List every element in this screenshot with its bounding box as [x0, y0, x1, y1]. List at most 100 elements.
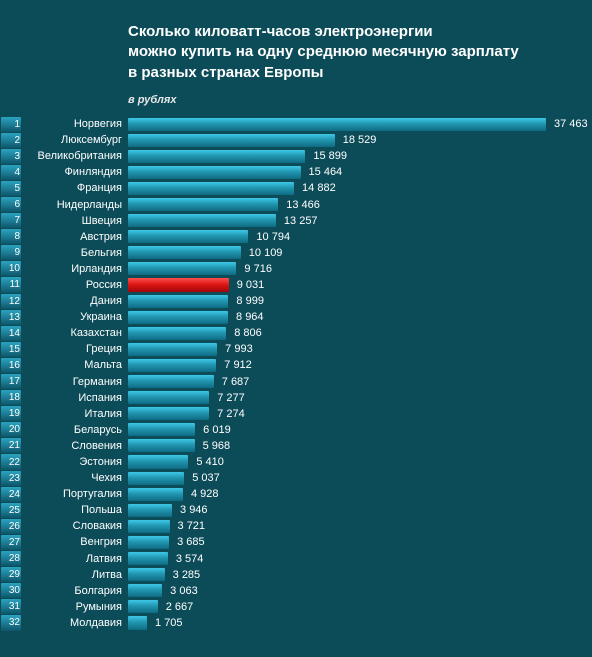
bar-cell: 2 667	[128, 599, 592, 615]
bar	[128, 166, 301, 179]
country-label: Словакия	[22, 520, 128, 532]
rank-label: 11	[0, 277, 20, 293]
country-label: Литва	[22, 569, 128, 581]
rank-label: 20	[0, 422, 20, 438]
rank-label: 32	[0, 615, 20, 631]
bar	[128, 198, 278, 211]
value-label: 8 999	[236, 293, 264, 309]
chart-row: 12Дания8 999	[0, 293, 592, 309]
bar	[128, 230, 248, 243]
chart-row: 11Россия9 031	[0, 277, 592, 293]
bar-cell: 7 687	[128, 374, 592, 390]
chart-row: 6Нидерланды13 466	[0, 196, 592, 212]
chart-row: 27Венгрия3 685	[0, 534, 592, 550]
chart-row: 25Польша3 946	[0, 502, 592, 518]
chart-row: 21Словения5 968	[0, 438, 592, 454]
value-label: 1 705	[155, 615, 183, 631]
rank-label: 9	[0, 245, 20, 261]
value-label: 5 410	[196, 454, 224, 470]
value-label: 10 794	[256, 229, 290, 245]
country-label: Украина	[22, 311, 128, 323]
chart-row: 8Австрия10 794	[0, 229, 592, 245]
chart-row: 20Беларусь 6 019	[0, 422, 592, 438]
country-label: Финляндия	[22, 166, 128, 178]
value-label: 18 529	[343, 132, 377, 148]
chart-row: 15Греция7 993	[0, 341, 592, 357]
bar-cell: 14 882	[128, 180, 592, 196]
value-label: 13 466	[286, 196, 320, 212]
value-label: 3 574	[176, 551, 204, 567]
value-label: 7 277	[217, 390, 245, 406]
country-label: Латвия	[22, 553, 128, 565]
country-label: Словения	[22, 440, 128, 452]
value-label: 8 806	[234, 325, 262, 341]
bar-cell: 8 964	[128, 309, 592, 325]
value-label: 7 274	[217, 406, 245, 422]
bar	[128, 327, 226, 340]
rank-cell: 4	[0, 164, 22, 180]
value-label: 5 968	[203, 438, 231, 454]
bar-cell: 7 912	[128, 357, 592, 373]
bar-cell: 3 063	[128, 583, 592, 599]
bar	[128, 552, 168, 565]
rank-label: 14	[0, 325, 20, 341]
rank-cell: 1	[0, 116, 22, 132]
rank-cell: 26	[0, 518, 22, 534]
country-label: Россия	[22, 279, 128, 291]
chart-row: 2Люксембург18 529	[0, 132, 592, 148]
value-label: 9 716	[244, 261, 272, 277]
rank-label: 4	[0, 164, 20, 180]
bar-chart: 1Норвегия37 4632Люксембург18 5293Великоб…	[0, 116, 592, 631]
bar-cell: 10 109	[128, 245, 592, 261]
bar-highlight	[128, 278, 229, 291]
bar	[128, 600, 158, 613]
value-label: 2 667	[166, 599, 194, 615]
rank-cell: 14	[0, 325, 22, 341]
rank-label: 29	[0, 567, 20, 583]
value-label: 3 685	[177, 534, 205, 550]
rank-label: 1	[0, 116, 20, 132]
rank-label: 24	[0, 486, 20, 502]
bar-cell: 10 794	[128, 229, 592, 245]
title-line-2: можно купить на одну среднюю месячную за…	[128, 43, 519, 60]
bar-cell: 18 529	[128, 132, 592, 148]
rank-cell: 13	[0, 309, 22, 325]
country-label: Испания	[22, 392, 128, 404]
value-label: 3 285	[173, 567, 201, 583]
rank-label: 10	[0, 261, 20, 277]
title-line-3: в разных странах Европы	[128, 64, 323, 81]
country-label: Швеция	[22, 215, 128, 227]
country-label: Германия	[22, 376, 128, 388]
chart-row: 10Ирландия9 716	[0, 261, 592, 277]
rank-label: 26	[0, 518, 20, 534]
rank-cell: 20	[0, 422, 22, 438]
chart-row: 9Бельгия10 109	[0, 245, 592, 261]
value-label: 13 257	[284, 213, 318, 229]
bar	[128, 118, 546, 131]
value-label: 7 993	[225, 341, 253, 357]
rank-label: 8	[0, 229, 20, 245]
country-label: Италия	[22, 408, 128, 420]
bar-cell: 5 968	[128, 438, 592, 454]
bar-cell: 5 410	[128, 454, 592, 470]
bar	[128, 407, 209, 420]
country-label: Беларусь	[22, 424, 128, 436]
rank-label: 3	[0, 148, 20, 164]
chart-row: 1Норвегия37 463	[0, 116, 592, 132]
chart-row: 32Молдавия1 705	[0, 615, 592, 631]
bar-cell: 3 574	[128, 551, 592, 567]
bar	[128, 262, 236, 275]
rank-label: 12	[0, 293, 20, 309]
rank-label: 28	[0, 551, 20, 567]
value-label: 3 721	[178, 518, 206, 534]
rank-cell: 6	[0, 196, 22, 212]
country-label: Венгрия	[22, 536, 128, 548]
bar	[128, 568, 165, 581]
title-line-1: Сколько киловатт-часов электроэнергии	[128, 23, 433, 40]
rank-cell: 30	[0, 583, 22, 599]
value-label: 3 946	[180, 502, 208, 518]
bar	[128, 423, 195, 436]
value-label: 6 019	[203, 422, 231, 438]
chart-row: 16Мальта7 912	[0, 357, 592, 373]
rank-cell: 9	[0, 245, 22, 261]
